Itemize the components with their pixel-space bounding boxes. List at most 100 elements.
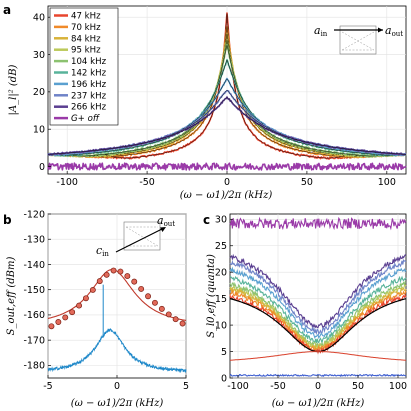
legend-label: 95 kHz — [71, 46, 101, 56]
a-ytick-label: 10 — [33, 125, 45, 136]
b-inset-arrowhead — [160, 227, 166, 232]
a-xtick-label: 50 — [301, 177, 313, 188]
c-xtick-label: 0 — [315, 381, 321, 392]
c-series-95khz — [229, 284, 407, 349]
c-series-70khz — [229, 289, 407, 353]
panel-a-ylabel: |A_l|² (dB) — [8, 64, 19, 115]
b-inset-a-out-sub: out — [164, 220, 176, 228]
b-red-marker — [131, 278, 138, 285]
b-red-marker — [62, 314, 69, 321]
c-series-cblue — [229, 373, 407, 377]
panel-label-a: a — [3, 3, 11, 17]
c-ytick-label: 10 — [215, 320, 227, 331]
inset-a-in: ain — [314, 24, 328, 38]
b-xtick-label: -5 — [43, 381, 52, 392]
panel-c-ylabel: S_l0,eff (quanta) — [206, 254, 217, 338]
legend-label: 47 kHz — [71, 12, 101, 22]
b-red-marker — [172, 316, 179, 323]
panel-a-inset: ain aout — [314, 24, 403, 55]
legend-label: G+ off — [71, 114, 100, 124]
a-xtick-label: 100 — [378, 177, 396, 188]
c-ytick-label: 30 — [215, 215, 227, 226]
b-red-marker — [82, 295, 89, 302]
b-inset-a-out: aout — [157, 214, 175, 228]
a-ytick-label: 20 — [33, 87, 45, 98]
a-series-goff — [47, 162, 407, 171]
a-xtick-label: 0 — [224, 177, 230, 188]
panel-b-ylabel: S_out,eff (dBm) — [6, 257, 17, 336]
b-ytick-label: -140 — [23, 260, 45, 271]
c-ytick-label: 15 — [215, 294, 227, 305]
c-series-196khz — [229, 266, 407, 339]
a-theory-line — [47, 45, 407, 157]
c-ytick-label: 0 — [221, 373, 227, 384]
b-red-marker — [69, 309, 76, 316]
panel-c: -100 -50 0 50 100 0 5 10 15 20 25 30 (ω − ω1)/2π (k… — [206, 213, 407, 409]
b-inset-c-in: cin — [96, 244, 109, 258]
b-red-marker — [165, 311, 172, 318]
c-xtick-label: 100 — [389, 381, 407, 392]
c-ytick-label: 25 — [215, 241, 227, 252]
a-series-104khz — [47, 43, 407, 158]
b-red-marker — [117, 268, 124, 275]
c-series-142khz — [229, 275, 407, 345]
c-red-curve — [230, 350, 406, 361]
legend-label: 84 kHz — [71, 34, 101, 44]
b-inset-arrow — [115, 227, 165, 253]
a-theory-line — [47, 97, 407, 155]
inset-a-out-sub: out — [392, 30, 404, 38]
b-inset-c-in-sub: in — [102, 250, 109, 258]
inset-dashed-2 — [341, 31, 375, 51]
b-inset-dashed-3 — [125, 226, 159, 247]
panel-c-ticks: -100 -50 0 50 100 0 5 10 15 20 25 30 — [215, 215, 407, 392]
panel-label-c: c — [203, 213, 210, 227]
b-red-marker — [76, 302, 83, 309]
b-xtick-label: 5 — [183, 381, 189, 392]
a-theory-line — [47, 59, 407, 156]
b-ytick-label: -150 — [23, 285, 45, 296]
b-red-marker — [124, 273, 131, 280]
b-red-marker — [110, 267, 117, 274]
a-xtick-label: -100 — [56, 177, 78, 188]
b-xtick-label: 0 — [114, 381, 120, 392]
b-red-marker — [96, 278, 103, 285]
c-ytick-label: 5 — [221, 347, 227, 358]
inset-box — [339, 25, 377, 55]
inset-a-in-sub: in — [321, 30, 328, 38]
panel-b: -5 0 5 -120 -130 -140 -150 -160 -170 -180 cin aout… — [6, 209, 189, 409]
a-ytick-label: 0 — [39, 162, 45, 173]
c-xtick-label: -100 — [227, 381, 249, 392]
a-ytick-label: 30 — [33, 50, 45, 61]
inset-a-out: aout — [385, 24, 403, 38]
b-red-marker — [55, 319, 62, 325]
a-theory-line — [47, 26, 407, 158]
panel-b-grid — [47, 213, 187, 378]
b-red-marker — [151, 299, 158, 306]
b-ytick-label: -160 — [23, 310, 45, 321]
panel-a-xlabel: (ω − ω1)/2π (kHz) — [180, 190, 273, 201]
a-ytick-label: 40 — [33, 13, 45, 24]
panel-a-curves — [47, 12, 407, 171]
c-xtick-label: -50 — [270, 381, 286, 392]
b-red-marker — [103, 271, 110, 278]
panel-a-ticks: -100 -50 0 50 100 0 10 20 30 40 — [33, 13, 396, 189]
b-red-marker — [48, 323, 55, 330]
c-series-266khz — [229, 253, 407, 329]
inset-arrowhead — [378, 27, 383, 33]
c-series-goff — [229, 216, 407, 231]
legend-label: 142 kHz — [71, 69, 107, 79]
b-ytick-label: -170 — [23, 335, 45, 346]
b-blue-curve — [47, 328, 187, 374]
b-ytick-label: -130 — [23, 235, 45, 246]
b-ytick-label: -180 — [23, 361, 45, 372]
panel-label-b: b — [3, 213, 12, 227]
legend-label: 266 kHz — [71, 103, 107, 113]
panel-b-inset: cin aout — [96, 214, 175, 258]
b-ytick-label: -120 — [23, 209, 45, 220]
legend-label: 104 kHz — [71, 57, 107, 67]
legend-label: 70 kHz — [71, 23, 101, 33]
panel-b-xlabel: (ω − ω1)/2π (kHz) — [71, 398, 164, 409]
